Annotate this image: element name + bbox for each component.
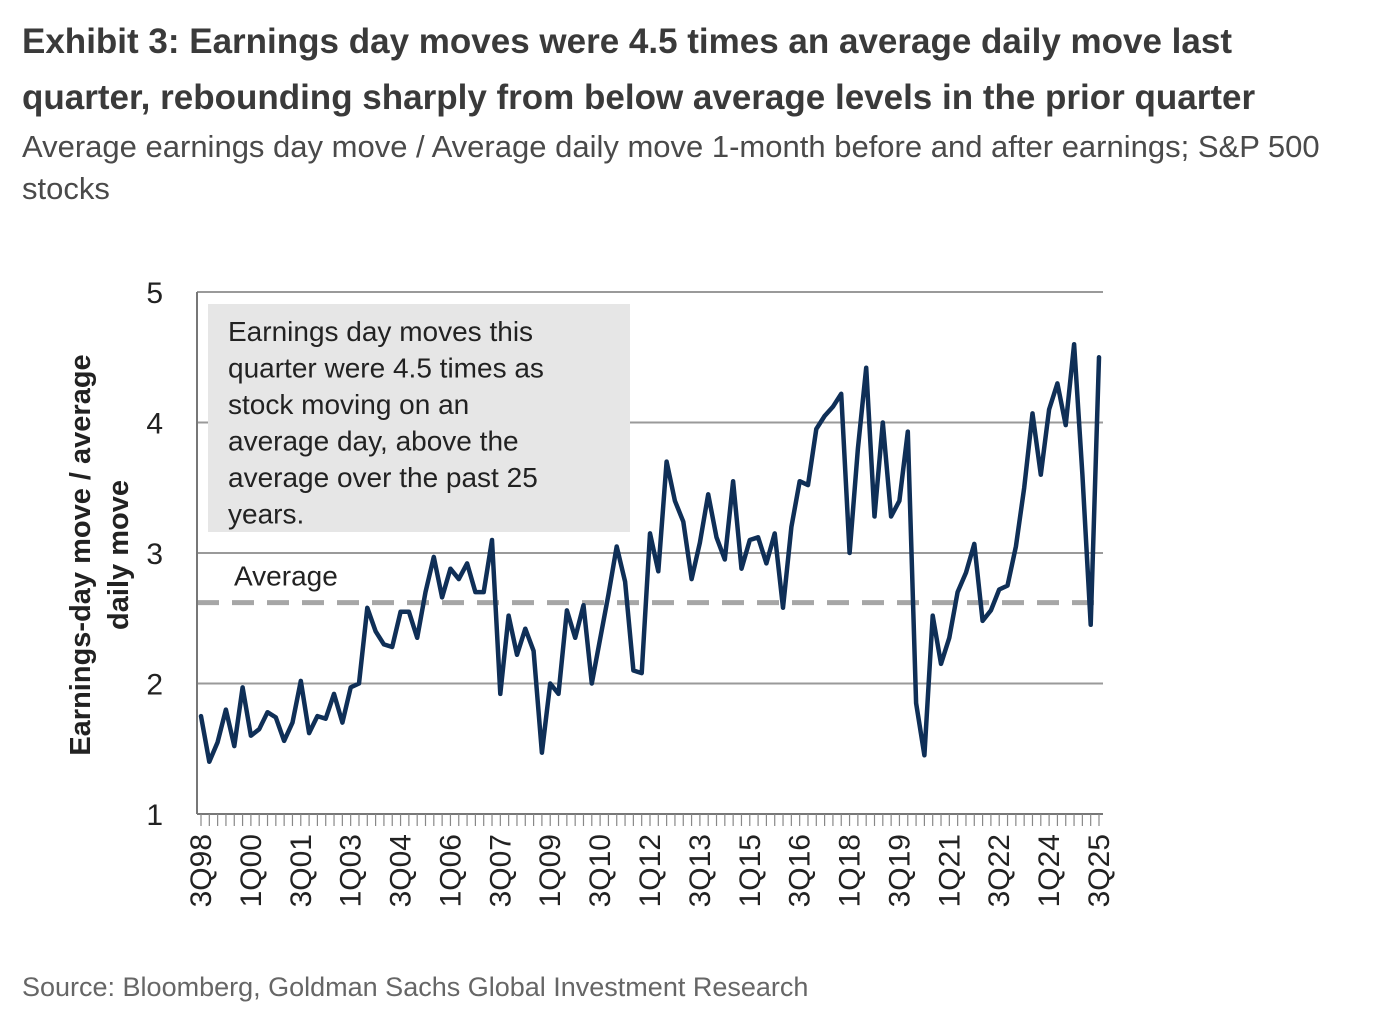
- x-tick-label: 1Q03: [335, 834, 368, 907]
- x-tick-label: 3Q19: [883, 834, 916, 907]
- annotation-box: Earnings day moves this quarter were 4.5 …: [208, 304, 630, 532]
- annotation-text-line: stock moving on an: [228, 389, 469, 420]
- x-tick-label: 1Q15: [734, 834, 767, 907]
- annotation-text-line: years.: [228, 499, 304, 530]
- x-tick-label: 1Q18: [834, 834, 867, 907]
- x-tick-label: 1Q24: [1033, 834, 1066, 907]
- average-label: Average: [234, 561, 338, 592]
- annotation-text-line: average over the past 25: [228, 462, 538, 493]
- x-tick-label: 3Q10: [584, 834, 617, 907]
- y-axis-title: Earnings-day move / average daily move: [65, 354, 135, 755]
- x-tick-label: 3Q07: [484, 834, 517, 907]
- x-tick-label: 3Q16: [784, 834, 817, 907]
- y-tick-label: 5: [146, 277, 163, 310]
- axes: 1 2 3 4 5 3Q98 1Q00 3Q01 1Q03 3Q04 1Q06 3Q07 1Q09 3Q1…: [146, 277, 1116, 907]
- y-tick-label: 1: [146, 799, 163, 832]
- x-tick-label: 3Q04: [385, 834, 418, 907]
- series-group: [198, 341, 1102, 765]
- annotation-text-line: Earnings day moves this: [228, 316, 533, 347]
- x-tick-label: 1Q00: [235, 834, 268, 907]
- source-note: Source: Bloomberg, Goldman Sachs Global …: [22, 972, 809, 1002]
- x-tick-label: 3Q25: [1083, 834, 1116, 907]
- x-tick-label: 1Q06: [434, 834, 467, 907]
- y-tick-label: 3: [146, 538, 163, 571]
- x-tick-label: 3Q22: [983, 834, 1016, 907]
- y-axis-title-line: daily move: [103, 480, 135, 630]
- annotation-background: [208, 304, 630, 532]
- average-line-group: Average: [197, 561, 1103, 606]
- x-tick-label: 3Q13: [684, 834, 717, 907]
- x-tick-label: 1Q09: [534, 834, 567, 907]
- y-tick-label: 2: [146, 669, 163, 702]
- annotation-text-line: average day, above the: [228, 426, 519, 457]
- x-tick-label: 1Q12: [634, 834, 667, 907]
- x-tick-label: 3Q01: [285, 834, 318, 907]
- x-tick-label: 3Q98: [185, 834, 218, 907]
- y-axis-title-line: Earnings-day move / average: [65, 354, 97, 755]
- annotation-text-line: quarter were 4.5 times as: [228, 353, 544, 384]
- chart-title: Exhibit 3: Earnings day moves were 4.5 t…: [22, 22, 1256, 117]
- x-tick-label: 1Q21: [933, 834, 966, 907]
- series-line: [198, 341, 1102, 765]
- y-tick-label: 4: [146, 408, 163, 441]
- chart-subtitle: Average earnings day move / Average dail…: [22, 129, 1320, 206]
